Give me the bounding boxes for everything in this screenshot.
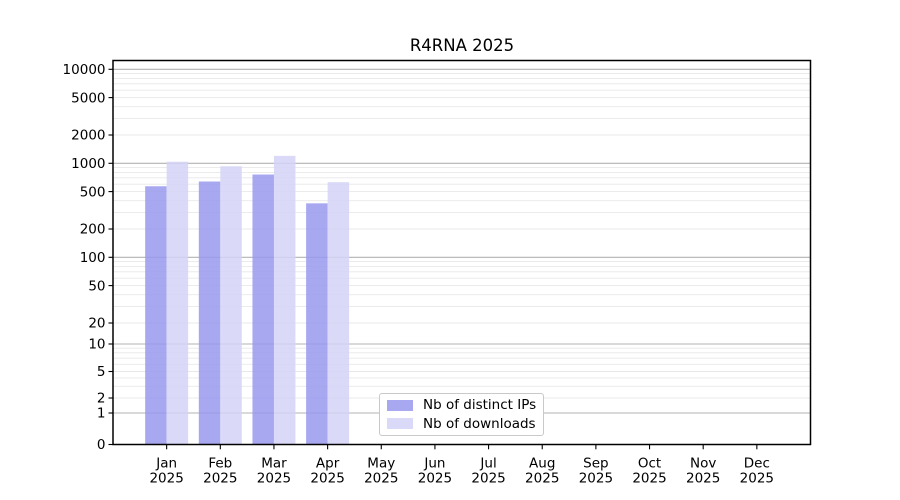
bar-ips-mar <box>252 174 274 445</box>
legend-swatch-distinct-ips <box>387 399 413 411</box>
y-tick-label: 10 <box>88 337 105 353</box>
x-axis: Jan2025Feb2025Mar2025Apr2025May2025Jun20… <box>149 444 774 487</box>
x-tick-label-month: May <box>367 456 395 472</box>
x-tick-label-year: 2025 <box>149 471 183 487</box>
x-tick-label-year: 2025 <box>579 471 613 487</box>
x-tick-label-year: 2025 <box>257 471 291 487</box>
bar-downloads-apr <box>327 182 350 445</box>
legend-item-distinct-ips: Nb of distinct IPs <box>387 397 543 413</box>
x-tick-label-month: Oct <box>638 456 661 472</box>
plot-border <box>112 59 812 446</box>
y-tick-label: 1000 <box>71 156 105 172</box>
x-tick-label-month: Jan <box>155 456 177 472</box>
bars <box>145 155 350 445</box>
y-tick-label: 5000 <box>71 90 105 106</box>
y-tick-label: 0 <box>97 437 106 453</box>
legend: Nb of distinct IPs Nb of downloads <box>379 393 544 436</box>
y-axis: 0 12 5 10 20 50 100 200 500 1000 2000 5000 10000 <box>63 62 113 453</box>
y-tick-label: 50 <box>88 278 105 294</box>
x-tick-label-year: 2025 <box>525 471 559 487</box>
x-tick-label-month: Jul <box>479 456 496 472</box>
bar-ips-jan <box>145 186 167 445</box>
x-tick-label-year: 2025 <box>203 471 237 487</box>
x-tick-label-year: 2025 <box>632 471 666 487</box>
x-tick-label-year: 2025 <box>471 471 505 487</box>
y-tick-label: 20 <box>88 316 105 332</box>
x-tick-label-year: 2025 <box>364 471 398 487</box>
bar-ips-feb <box>198 181 221 445</box>
x-tick-label-year: 2025 <box>740 471 774 487</box>
legend-label-downloads: Nb of downloads <box>423 415 536 432</box>
x-tick-label-month: Sep <box>583 456 608 472</box>
y-tick-label: 2 <box>97 391 106 407</box>
x-tick-label-month: Nov <box>690 456 716 472</box>
x-tick-label-month: Apr <box>316 456 340 472</box>
y-tick-label: 100 <box>80 250 106 266</box>
x-tick-label-year: 2025 <box>310 471 344 487</box>
x-tick-label-year: 2025 <box>686 471 720 487</box>
bar-ips-apr <box>306 203 328 445</box>
x-tick-label-month: Feb <box>208 456 232 472</box>
x-tick-label-year: 2025 <box>418 471 452 487</box>
bar-downloads-jan <box>166 161 189 445</box>
y-tick-label: 200 <box>80 222 106 238</box>
x-tick-label-month: Dec <box>744 456 770 472</box>
y-tick-label: 1 <box>97 406 106 422</box>
y-tick-label: 5 <box>97 364 106 380</box>
y-tick-label: 2000 <box>71 128 105 144</box>
legend-swatch-downloads <box>387 418 413 430</box>
legend-item-downloads: Nb of downloads <box>387 416 543 432</box>
chart-title: R4RNA 2025 <box>409 36 515 55</box>
y-tick-label: 500 <box>80 184 106 200</box>
x-tick-label-month: Mar <box>261 456 287 472</box>
bar-downloads-mar <box>273 155 296 445</box>
bar-downloads-feb <box>220 166 242 445</box>
legend-label-distinct-ips: Nb of distinct IPs <box>423 397 537 414</box>
x-tick-label-month: Aug <box>529 456 555 472</box>
x-tick-label-month: Jun <box>423 456 445 472</box>
y-tick-label: 10000 <box>63 62 106 78</box>
